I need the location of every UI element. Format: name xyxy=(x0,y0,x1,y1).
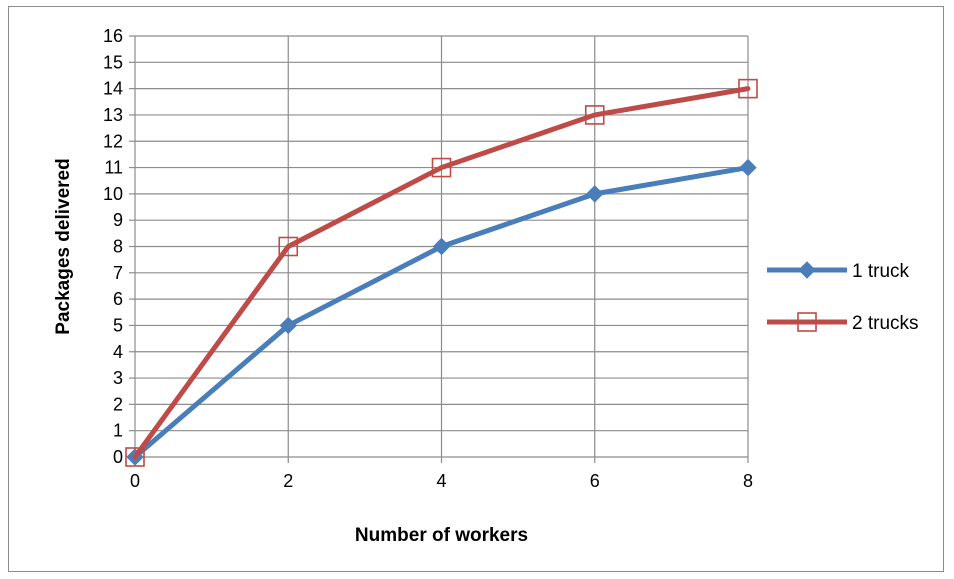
x-tick-label: 2 xyxy=(283,471,293,491)
y-tick-label: 0 xyxy=(113,447,123,467)
data-point-2-trucks xyxy=(431,157,452,178)
legend-label: 1 truck xyxy=(852,261,910,282)
x-axis-title: Number of workers xyxy=(355,525,528,546)
y-tick-label: 4 xyxy=(113,342,123,362)
data-point-2-trucks xyxy=(278,236,299,257)
data-point-2-trucks xyxy=(584,105,605,125)
legend-label: 2 trucks xyxy=(852,313,919,334)
series-line-2-trucks xyxy=(132,86,751,460)
data-point-1-truck xyxy=(739,158,757,177)
y-tick-label: 1 xyxy=(113,421,123,441)
y-tick-label: 3 xyxy=(113,368,123,388)
y-tick-label: 15 xyxy=(103,52,123,72)
data-point-2-trucks xyxy=(738,78,758,99)
data-point-1-truck xyxy=(432,237,451,256)
x-tick-label: 8 xyxy=(743,471,753,491)
x-tick-label: 4 xyxy=(436,471,446,491)
x-tick-label: 0 xyxy=(130,471,140,491)
y-tick-label: 11 xyxy=(104,158,123,178)
y-tick-label: 8 xyxy=(113,237,123,257)
y-tick-label: 10 xyxy=(103,184,123,204)
y-tick-label: 9 xyxy=(113,210,123,230)
data-point-1-truck xyxy=(586,185,604,203)
data-point-1-truck xyxy=(279,316,297,335)
y-tick-label: 7 xyxy=(113,263,123,283)
legend-marker-1-truck xyxy=(798,261,816,279)
y-tick-label: 14 xyxy=(103,79,123,99)
y-tick-label: 13 xyxy=(103,105,123,125)
y-axis-title: Packages delivered xyxy=(53,158,74,334)
y-tick-label: 5 xyxy=(113,315,123,335)
y-tick-label: 6 xyxy=(113,289,123,309)
x-tick-label: 6 xyxy=(590,471,600,491)
y-tick-label: 12 xyxy=(103,131,123,151)
chart-area xyxy=(8,6,944,572)
y-tick-label: 16 xyxy=(103,26,123,46)
data-point-2-trucks xyxy=(125,447,145,467)
legend-marker-2-trucks xyxy=(797,312,817,332)
y-tick-label: 2 xyxy=(113,394,123,414)
